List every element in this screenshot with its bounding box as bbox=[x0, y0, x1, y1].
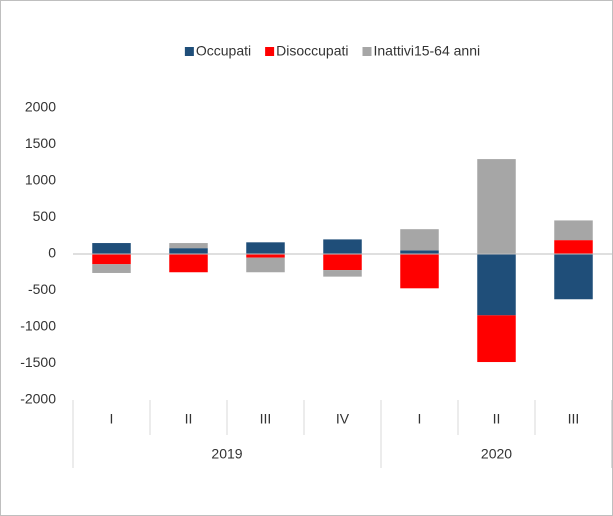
bar bbox=[400, 250, 439, 254]
bar bbox=[554, 240, 593, 254]
bar bbox=[169, 254, 208, 273]
bar bbox=[246, 257, 285, 273]
bar bbox=[554, 254, 593, 300]
y-tick-label: 1000 bbox=[25, 172, 56, 188]
y-tick-label: -500 bbox=[28, 281, 56, 297]
legend-swatch bbox=[362, 47, 372, 56]
x-tick-label: III bbox=[568, 411, 580, 427]
x-tick-label: I bbox=[418, 411, 422, 427]
bar bbox=[169, 248, 208, 254]
legend-label: Disoccupati bbox=[276, 43, 348, 59]
bar bbox=[400, 254, 439, 289]
x-tick-label: III bbox=[260, 411, 272, 427]
bar bbox=[323, 270, 362, 277]
bar bbox=[246, 254, 285, 258]
bar bbox=[400, 229, 439, 251]
bar bbox=[323, 239, 362, 254]
bar bbox=[92, 254, 131, 265]
legend-label: Inattivi15-64 anni bbox=[373, 43, 480, 59]
group-label: 2019 bbox=[211, 446, 242, 462]
group-label: 2020 bbox=[481, 446, 512, 462]
bar bbox=[169, 243, 208, 249]
x-tick-label: II bbox=[493, 411, 501, 427]
bar bbox=[477, 315, 516, 363]
y-tick-label: 1500 bbox=[25, 135, 56, 151]
bar bbox=[477, 159, 516, 254]
x-tick-label: I bbox=[110, 411, 114, 427]
bar bbox=[477, 254, 516, 316]
bar bbox=[92, 264, 131, 273]
y-tick-label: 500 bbox=[33, 208, 57, 224]
y-tick-label: -1500 bbox=[20, 354, 56, 370]
bar bbox=[246, 242, 285, 254]
bar bbox=[323, 254, 362, 271]
legend-swatch bbox=[265, 47, 275, 56]
bar bbox=[92, 243, 131, 254]
y-tick-label: 0 bbox=[48, 245, 56, 261]
bar bbox=[554, 220, 593, 241]
legend-label: Occupati bbox=[196, 43, 251, 59]
y-tick-label: -2000 bbox=[20, 391, 56, 407]
y-tick-label: -1000 bbox=[20, 318, 56, 334]
x-tick-label: IV bbox=[336, 411, 350, 427]
x-tick-label: II bbox=[185, 411, 193, 427]
legend-swatch bbox=[184, 47, 194, 56]
y-tick-label: 2000 bbox=[25, 99, 56, 115]
